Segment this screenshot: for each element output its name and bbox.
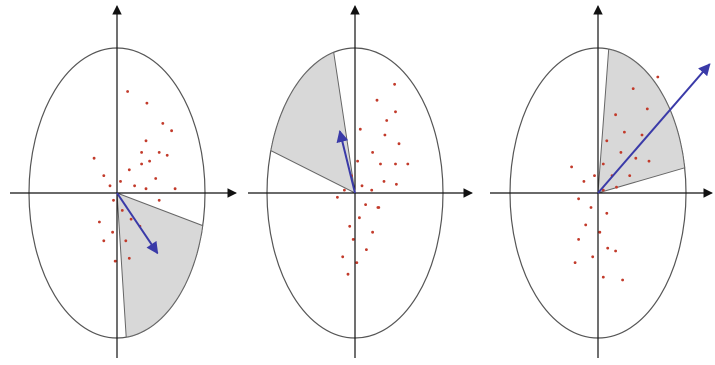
data-point — [382, 180, 386, 183]
data-point — [385, 119, 389, 122]
data-point — [577, 238, 580, 241]
data-point — [589, 206, 593, 209]
shaded-sector — [597, 48, 686, 194]
data-point — [623, 130, 626, 134]
direction-vector-arrow — [116, 192, 159, 255]
data-point — [598, 230, 602, 234]
data-point — [173, 187, 177, 191]
data-point — [395, 182, 398, 186]
data-point — [619, 151, 623, 154]
data-point — [577, 197, 580, 201]
data-point — [343, 188, 346, 192]
data-point — [336, 195, 339, 199]
data-point — [108, 184, 112, 188]
data-point — [113, 259, 117, 263]
data-point — [379, 162, 382, 166]
data-point — [397, 142, 401, 146]
data-point — [157, 198, 161, 202]
data-point — [614, 249, 617, 253]
data-point — [634, 156, 638, 160]
data-point — [133, 184, 137, 188]
direction-vector-arrow — [336, 130, 356, 194]
data-point — [582, 180, 586, 183]
data-point — [170, 129, 174, 133]
data-point — [584, 223, 588, 227]
data-point — [364, 203, 367, 207]
data-point — [112, 198, 115, 202]
shaded-sector — [270, 51, 356, 194]
data-point — [631, 87, 635, 90]
data-point — [140, 151, 144, 154]
data-point — [119, 180, 122, 183]
data-point — [140, 162, 144, 166]
direction-vector-arrow — [597, 63, 711, 194]
data-point — [383, 133, 387, 137]
data-point — [126, 90, 129, 93]
data-point — [377, 206, 381, 209]
data-point — [605, 139, 609, 143]
data-point — [348, 224, 352, 228]
data-point — [371, 230, 374, 234]
data-point — [127, 256, 131, 260]
data-point — [656, 75, 660, 79]
data-point — [356, 159, 359, 163]
data-point — [601, 275, 605, 279]
data-point — [645, 107, 649, 111]
data-point — [161, 122, 165, 125]
panel-3 — [490, 5, 713, 358]
data-point — [144, 139, 148, 143]
data-point — [111, 230, 114, 234]
panel-1 — [10, 5, 237, 358]
data-point — [365, 248, 368, 252]
data-point — [573, 261, 577, 264]
data-point — [129, 217, 133, 221]
data-point — [647, 159, 651, 163]
data-point — [601, 162, 605, 166]
data-point — [355, 261, 359, 264]
data-point — [358, 127, 362, 131]
data-point — [360, 184, 364, 188]
data-point — [601, 188, 605, 192]
panel-2 — [248, 5, 473, 358]
data-point — [165, 153, 169, 157]
data-point — [145, 101, 149, 105]
data-point — [371, 151, 374, 154]
data-point — [605, 211, 609, 215]
data-point — [120, 209, 124, 212]
data-point — [393, 82, 396, 86]
data-point — [615, 185, 618, 189]
data-point — [346, 272, 350, 276]
data-point — [640, 133, 644, 137]
data-point — [92, 156, 96, 160]
data-point — [591, 255, 595, 259]
data-point — [341, 255, 345, 259]
data-point — [351, 238, 355, 241]
data-point — [124, 239, 128, 243]
data-point — [406, 162, 410, 166]
data-point — [370, 188, 374, 192]
data-point — [144, 187, 148, 191]
data-point — [148, 159, 152, 163]
data-point — [102, 174, 106, 178]
data-point — [157, 151, 161, 154]
data-point — [628, 174, 632, 178]
data-point — [394, 110, 397, 114]
data-point — [621, 278, 624, 282]
data-point — [614, 113, 617, 117]
data-point — [606, 246, 610, 250]
data-point — [358, 216, 361, 220]
data-point — [154, 177, 158, 180]
data-point — [394, 162, 397, 166]
data-point — [102, 239, 106, 243]
shaded-sector — [116, 192, 204, 338]
data-point — [127, 168, 131, 172]
data-point — [593, 174, 596, 178]
data-point — [375, 98, 379, 102]
data-point — [98, 220, 101, 224]
data-point — [570, 165, 573, 169]
